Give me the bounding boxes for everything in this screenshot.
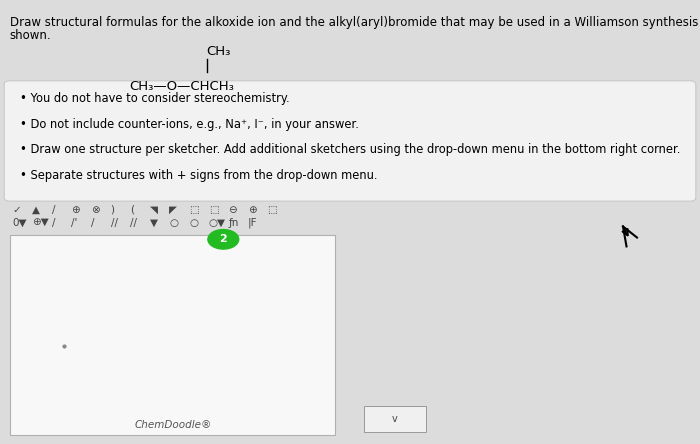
Text: ○▼: ○▼ bbox=[209, 218, 225, 228]
Text: ◤: ◤ bbox=[169, 205, 177, 214]
Bar bbox=[364, 406, 426, 432]
Text: ƒn: ƒn bbox=[228, 218, 239, 228]
Text: ▼: ▼ bbox=[150, 218, 158, 228]
Text: ⊕: ⊕ bbox=[248, 205, 257, 214]
Text: //: // bbox=[111, 218, 118, 228]
Text: ○: ○ bbox=[189, 218, 198, 228]
Text: shown.: shown. bbox=[10, 29, 51, 42]
Text: ⊖: ⊖ bbox=[228, 205, 237, 214]
Circle shape bbox=[208, 230, 239, 249]
Text: /: / bbox=[52, 218, 55, 228]
Text: v: v bbox=[392, 414, 398, 424]
Text: /: / bbox=[91, 218, 94, 228]
Text: ◥: ◥ bbox=[150, 205, 158, 214]
Text: • Draw one structure per sketcher. Add additional sketchers using the drop-down : • Draw one structure per sketcher. Add a… bbox=[20, 143, 680, 156]
Text: ⊕▼: ⊕▼ bbox=[32, 218, 49, 228]
Text: CH₃: CH₃ bbox=[206, 45, 231, 58]
Text: • Do not include counter-ions, e.g., Na⁺, I⁻, in your answer.: • Do not include counter-ions, e.g., Na⁺… bbox=[20, 118, 358, 131]
Text: /': /' bbox=[71, 218, 78, 228]
Text: ChemDoodle®: ChemDoodle® bbox=[134, 420, 211, 430]
Text: 2: 2 bbox=[219, 234, 228, 244]
Text: 0▼: 0▼ bbox=[13, 218, 27, 228]
Text: //: // bbox=[130, 218, 137, 228]
Text: • You do not have to consider stereochemistry.: • You do not have to consider stereochem… bbox=[20, 92, 289, 105]
Text: ⊗: ⊗ bbox=[91, 205, 99, 214]
Text: |F: |F bbox=[248, 218, 258, 228]
Text: ⬚: ⬚ bbox=[267, 205, 277, 214]
Bar bbox=[10, 235, 335, 435]
Text: ⊕: ⊕ bbox=[71, 205, 80, 214]
Text: /: / bbox=[52, 205, 55, 214]
Text: ⬚: ⬚ bbox=[209, 205, 218, 214]
Text: Draw structural formulas for the alkoxide ion and the alkyl(aryl)bromide that ma: Draw structural formulas for the alkoxid… bbox=[10, 16, 700, 28]
Text: ▲: ▲ bbox=[32, 205, 40, 214]
Text: (: ( bbox=[130, 205, 134, 214]
Text: • Separate structures with + signs from the drop-down menu.: • Separate structures with + signs from … bbox=[20, 169, 377, 182]
FancyBboxPatch shape bbox=[4, 81, 696, 201]
Text: ○: ○ bbox=[169, 218, 178, 228]
Text: ⬚: ⬚ bbox=[189, 205, 199, 214]
Text: ✓: ✓ bbox=[13, 205, 22, 214]
Text: ): ) bbox=[111, 205, 115, 214]
Text: CH₃—O—CHCH₃: CH₃—O—CHCH₃ bbox=[130, 80, 234, 93]
